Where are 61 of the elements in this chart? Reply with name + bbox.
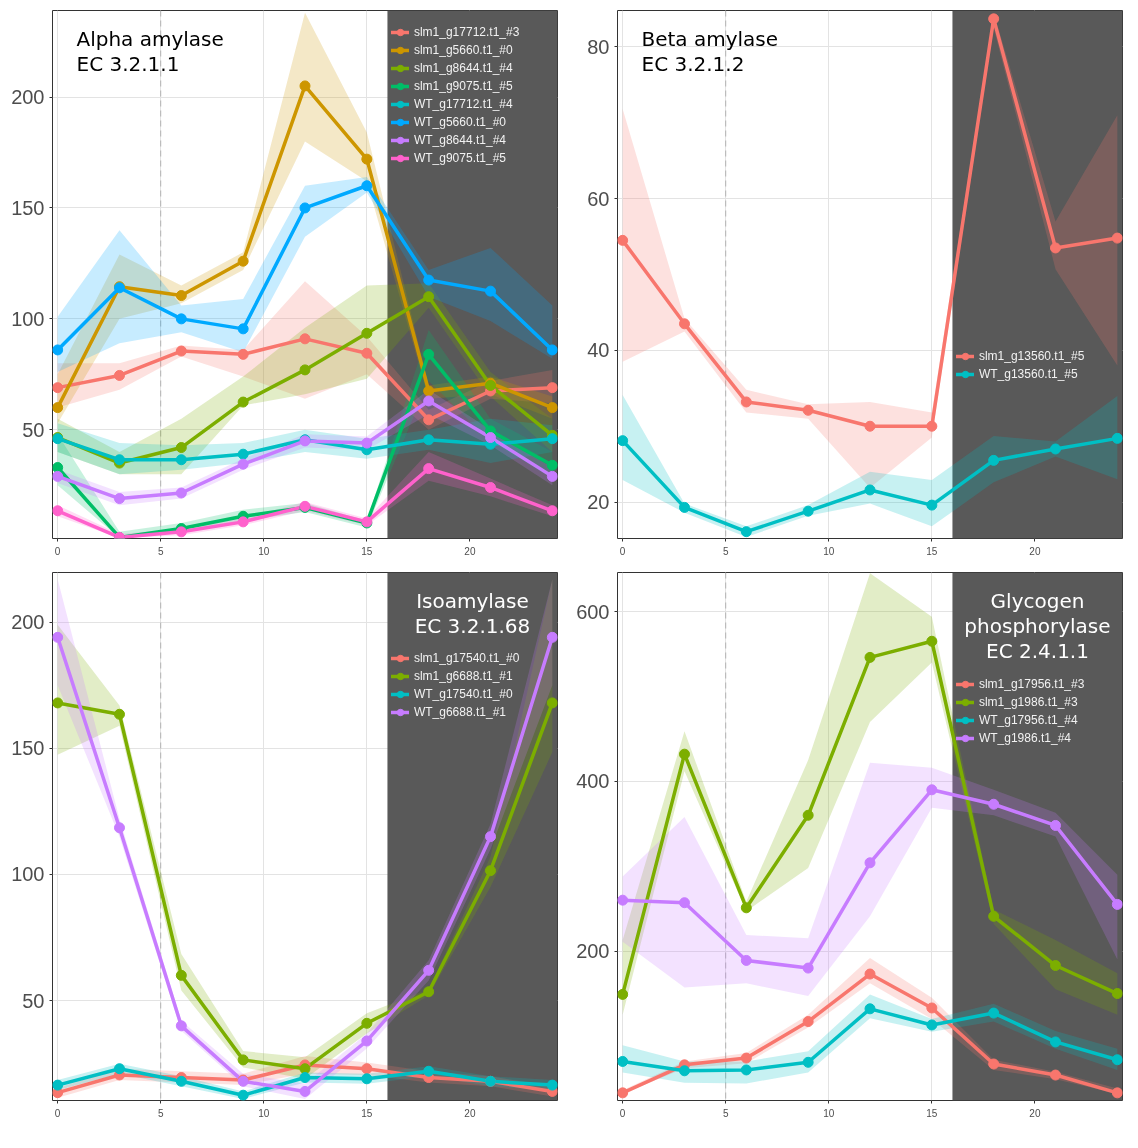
legend-label: slm1_g13560.t1_#5 xyxy=(978,348,1085,364)
x-tick-label: 10 xyxy=(823,1107,835,1119)
x-tick-label: 10 xyxy=(823,545,835,557)
x-tick-label: 5 xyxy=(722,1107,729,1119)
y-tick-label: 20 xyxy=(587,491,610,514)
y-tick-label: 50 xyxy=(22,989,45,1012)
x-tick-label: 10 xyxy=(258,1107,270,1119)
x-tick-label: 10 xyxy=(258,545,270,557)
y-tick-label: 600 xyxy=(576,600,610,623)
legend-label: WT_g17540.t1_#0 xyxy=(413,686,513,702)
legend-label: slm1_g1986.t1_#3 xyxy=(978,694,1078,710)
y-tick-label: 50 xyxy=(22,418,45,441)
legend-label: slm1_g8644.t1_#4 xyxy=(413,60,513,76)
x-tick-label: 5 xyxy=(722,545,729,557)
x-tick-label: 0 xyxy=(619,1107,626,1119)
y-tick-label: 40 xyxy=(587,339,610,362)
x-tick-label: 15 xyxy=(361,545,373,557)
legend-label: WT_g8644.t1_#4 xyxy=(413,132,506,148)
y-tick-label: 60 xyxy=(587,187,610,210)
x-tick-label: 15 xyxy=(926,1107,938,1119)
x-tick-label: 0 xyxy=(54,545,61,557)
y-tick-label: 200 xyxy=(11,611,45,634)
text: EC 3.2.1.2 xyxy=(641,51,745,76)
x-tick-label: 5 xyxy=(157,1107,164,1119)
text: Glycogen phosphorylase xyxy=(964,588,1111,638)
legend-label: slm1_g17712.t1_#3 xyxy=(413,24,520,40)
y-tick-label: 80 xyxy=(587,35,610,58)
y-tick-label: 200 xyxy=(11,86,45,109)
legend-label: WT_g17956.t1_#4 xyxy=(978,712,1078,728)
legend-label: WT_g13560.t1_#5 xyxy=(978,366,1078,382)
x-tick-label: 20 xyxy=(1029,1107,1041,1119)
x-tick-label: 0 xyxy=(619,545,626,557)
y-tick-label: 150 xyxy=(11,737,45,760)
y-tick-label: 150 xyxy=(11,196,45,219)
text: Isoamylase xyxy=(416,588,529,613)
text: EC 2.4.1.1 xyxy=(986,638,1089,663)
text: Beta amylase xyxy=(641,26,779,51)
x-tick-label: 15 xyxy=(361,1107,373,1119)
legend-label: slm1_g17540.t1_#0 xyxy=(413,650,520,666)
x-tick-label: 0 xyxy=(54,1107,61,1119)
text: Alpha amylase xyxy=(76,26,224,51)
x-tick-label: 5 xyxy=(157,545,164,557)
legend-label: WT_g5660.t1_#0 xyxy=(413,114,506,130)
x-tick-label: 20 xyxy=(464,1107,476,1119)
legend-label: WT_g9075.t1_#5 xyxy=(413,150,506,166)
y-tick-label: 200 xyxy=(576,940,610,963)
x-tick-label: 15 xyxy=(926,545,938,557)
legend-label: WT_g1986.t1_#4 xyxy=(978,730,1071,746)
text: EC 3.2.1.1 xyxy=(76,51,180,76)
x-tick-label: 20 xyxy=(1029,545,1041,557)
y-tick-label: 400 xyxy=(576,770,610,793)
legend-label: slm1_g6688.t1_#1 xyxy=(413,668,513,684)
legend-label: slm1_g17956.t1_#3 xyxy=(978,676,1085,692)
legend-label: WT_g17712.t1_#4 xyxy=(413,96,513,112)
x-tick-label: 20 xyxy=(464,545,476,557)
y-tick-label: 100 xyxy=(11,307,45,330)
legend-label: WT_g6688.t1_#1 xyxy=(413,704,506,720)
text: EC 3.2.1.68 xyxy=(414,613,531,638)
legend-label: slm1_g5660.t1_#0 xyxy=(413,42,513,58)
legend-label: slm1_g9075.t1_#5 xyxy=(413,78,513,94)
y-tick-label: 100 xyxy=(11,863,45,886)
